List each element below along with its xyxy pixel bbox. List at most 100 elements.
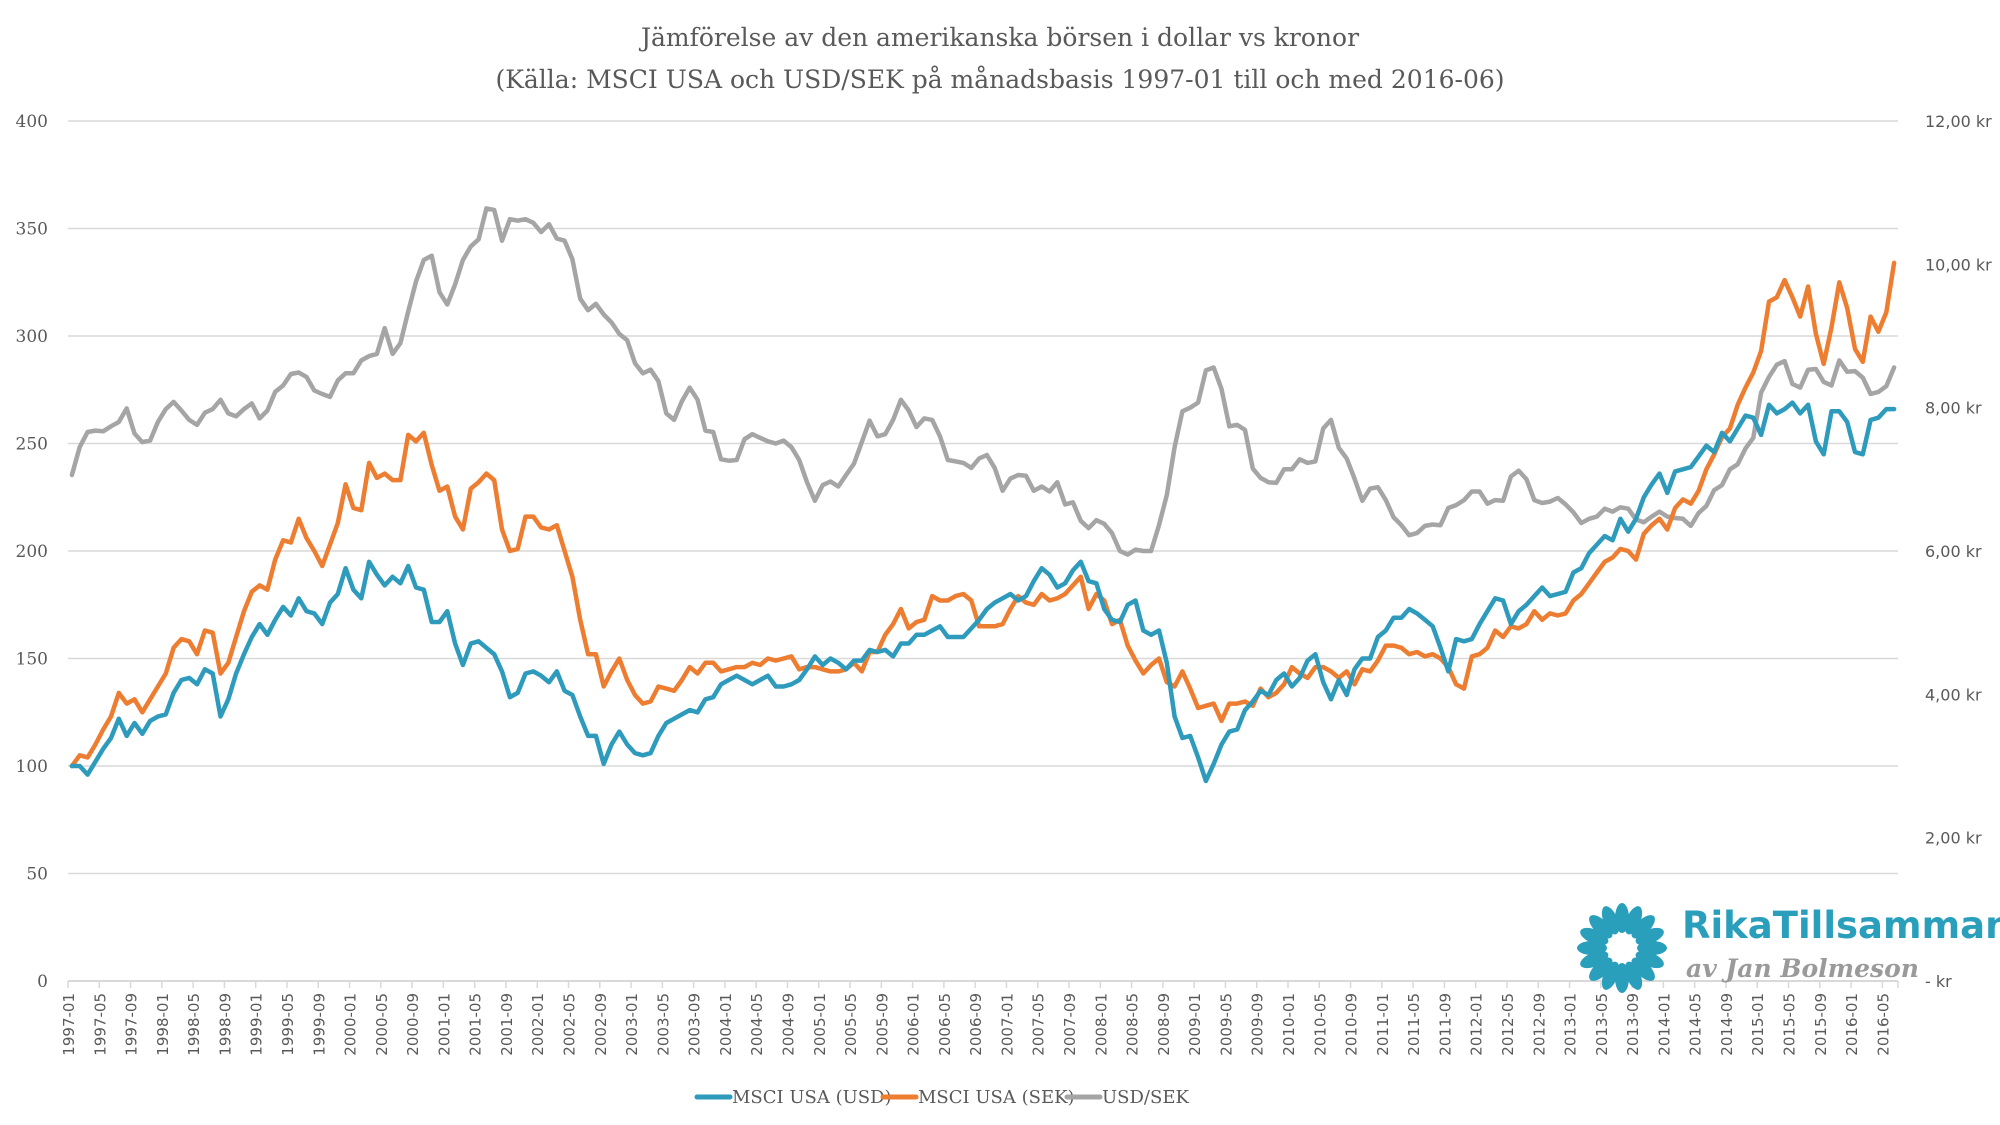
x-tick-label: 2005-01	[811, 993, 829, 1056]
chart-title: Jämförelse av den amerikanska börsen i d…	[638, 23, 1359, 52]
series-lines	[69, 206, 1897, 784]
x-tick-label: 2014-09	[1718, 993, 1736, 1056]
flower-petal	[1589, 957, 1613, 981]
flower-petal	[1580, 950, 1609, 969]
x-tick-label: 2006-01	[905, 993, 923, 1056]
x-tick-label: 2010-05	[1311, 993, 1329, 1056]
x-tick-label: 2012-05	[1499, 993, 1517, 1056]
x-tick-label: 2013-05	[1593, 993, 1611, 1056]
x-tick-label: 2004-09	[779, 993, 797, 1056]
y-right-tick-label: 12,00 kr	[1925, 112, 1992, 131]
flower-petal	[1601, 961, 1620, 990]
x-tick-label: 1998-09	[216, 993, 234, 1056]
flower-petal	[1631, 915, 1655, 939]
x-tick-label: 2001-05	[467, 993, 485, 1056]
chart-subtitle: (Källa: MSCI USA och USD/SEK på månadsba…	[495, 65, 1504, 94]
flower-petal	[1631, 957, 1655, 981]
logo-name: RikaTillsammans	[1682, 904, 2000, 947]
x-tick-label: 2009-09	[1249, 993, 1267, 1056]
legend: MSCI USA (USD) MSCI USA (SEK) USD/SEK	[694, 1087, 1189, 1108]
x-tick-label: 2015-09	[1812, 993, 1830, 1056]
y-tick-label: 150	[16, 650, 48, 670]
flower-petal	[1624, 961, 1643, 990]
y-tick-label: 100	[16, 757, 48, 777]
x-tick-label: 2008-05	[1124, 993, 1142, 1056]
x-tick-label: 2014-05	[1687, 993, 1705, 1056]
x-tick-label: 2002-05	[561, 993, 579, 1056]
x-tick-label: 2006-09	[967, 993, 985, 1056]
y-tick-label: 200	[16, 542, 48, 562]
series-line-usd-sek[interactable]	[69, 206, 1897, 557]
legend-label-usdsek: USD/SEK	[1102, 1087, 1189, 1108]
x-tick-label: 1999-01	[248, 993, 266, 1056]
flower-petal	[1635, 950, 1664, 969]
y-tick-label: 300	[16, 327, 48, 347]
x-tick-label: 2009-05	[1217, 993, 1235, 1056]
x-tick-label: 1999-05	[279, 993, 297, 1056]
x-tick-label: 1998-01	[154, 993, 172, 1056]
x-tick-label: 2001-01	[435, 993, 453, 1056]
x-tick-label: 1998-05	[185, 993, 203, 1056]
y-right-tick-label: - kr	[1925, 972, 1952, 991]
x-tick-label: 2003-09	[686, 993, 704, 1056]
x-tick-label: 2010-01	[1280, 993, 1298, 1056]
x-axis: 1997-01 1997-05 1997-09 1998-01 1998-05 1998-…	[60, 980, 1899, 1056]
x-tick-label: 2011-09	[1436, 993, 1454, 1056]
x-tick-label: 2012-09	[1530, 993, 1548, 1056]
y-tick-label: 350	[16, 220, 48, 240]
x-tick-label: 2011-01	[1374, 993, 1392, 1056]
x-tick-label: 2003-01	[623, 993, 641, 1056]
x-tick-label: 1997-05	[91, 993, 109, 1056]
legend-label-sek: MSCI USA (SEK)	[918, 1087, 1075, 1108]
x-tick-label: 2003-05	[654, 993, 672, 1056]
x-tick-label: 2015-01	[1749, 993, 1767, 1056]
gridlines	[68, 120, 1898, 875]
flower-petal	[1635, 927, 1664, 946]
x-tick-label: 2015-05	[1781, 993, 1799, 1056]
series-line-msci-usa-sek[interactable]	[69, 260, 1897, 769]
y-tick-label: 50	[26, 865, 48, 885]
logo: RikaTillsammans av Jan Bolmeson	[1577, 903, 2000, 993]
y-tick-label: 400	[16, 112, 48, 132]
y-axis-right: - kr 2,00 kr 4,00 kr 6,00 kr 8,00 kr 10,00 kr…	[1925, 112, 1992, 991]
x-tick-label: 2006-05	[936, 993, 954, 1056]
series-line-msci-usa-usd[interactable]	[69, 400, 1897, 784]
x-tick-label: 2010-09	[1343, 993, 1361, 1056]
legend-item-usd[interactable]: MSCI USA (USD)	[694, 1087, 892, 1108]
x-tick-label: 2016-05	[1874, 993, 1892, 1056]
legend-label-usd: MSCI USA (USD)	[732, 1087, 892, 1108]
x-tick-label: 2008-09	[1155, 993, 1173, 1056]
y-tick-label: 0	[37, 972, 48, 992]
y-right-tick-label: 10,00 kr	[1925, 255, 1992, 274]
x-tick-label: 2007-05	[1030, 993, 1048, 1056]
x-tick-label: 2000-01	[342, 993, 360, 1056]
x-tick-label: 2012-01	[1468, 993, 1486, 1056]
flower-petal	[1601, 906, 1620, 935]
x-tick-label: 1997-09	[123, 993, 141, 1056]
x-tick-label: 2016-01	[1843, 993, 1861, 1056]
flower-petal	[1580, 927, 1609, 946]
x-tick-label: 2013-09	[1624, 993, 1642, 1056]
y-right-tick-label: 8,00 kr	[1925, 399, 1982, 418]
legend-item-usdsek[interactable]: USD/SEK	[1064, 1087, 1189, 1108]
x-tick-label: 2002-01	[529, 993, 547, 1056]
x-tick-label: 2000-05	[373, 993, 391, 1056]
y-right-tick-label: 6,00 kr	[1925, 542, 1982, 561]
x-tick-label: 2005-09	[873, 993, 891, 1056]
x-tick-label: 1997-01	[60, 993, 78, 1056]
x-tick-label: 2001-09	[498, 993, 516, 1056]
y-right-tick-label: 2,00 kr	[1925, 829, 1982, 848]
x-tick-label: 2011-05	[1405, 993, 1423, 1056]
x-tick-label: 2004-01	[717, 993, 735, 1056]
x-tick-label: 2013-01	[1562, 993, 1580, 1056]
logo-byline: av Jan Bolmeson	[1686, 954, 1919, 983]
x-tick-label: 2007-01	[998, 993, 1016, 1056]
x-tick-label: 2004-05	[748, 993, 766, 1056]
y-right-tick-label: 4,00 kr	[1925, 685, 1982, 704]
x-tick-label: 2007-09	[1061, 993, 1079, 1056]
x-tick-label: 2002-09	[592, 993, 610, 1056]
legend-item-sek[interactable]: MSCI USA (SEK)	[880, 1087, 1075, 1108]
x-tick-label: 2008-01	[1092, 993, 1110, 1056]
flower-petal	[1624, 906, 1643, 935]
